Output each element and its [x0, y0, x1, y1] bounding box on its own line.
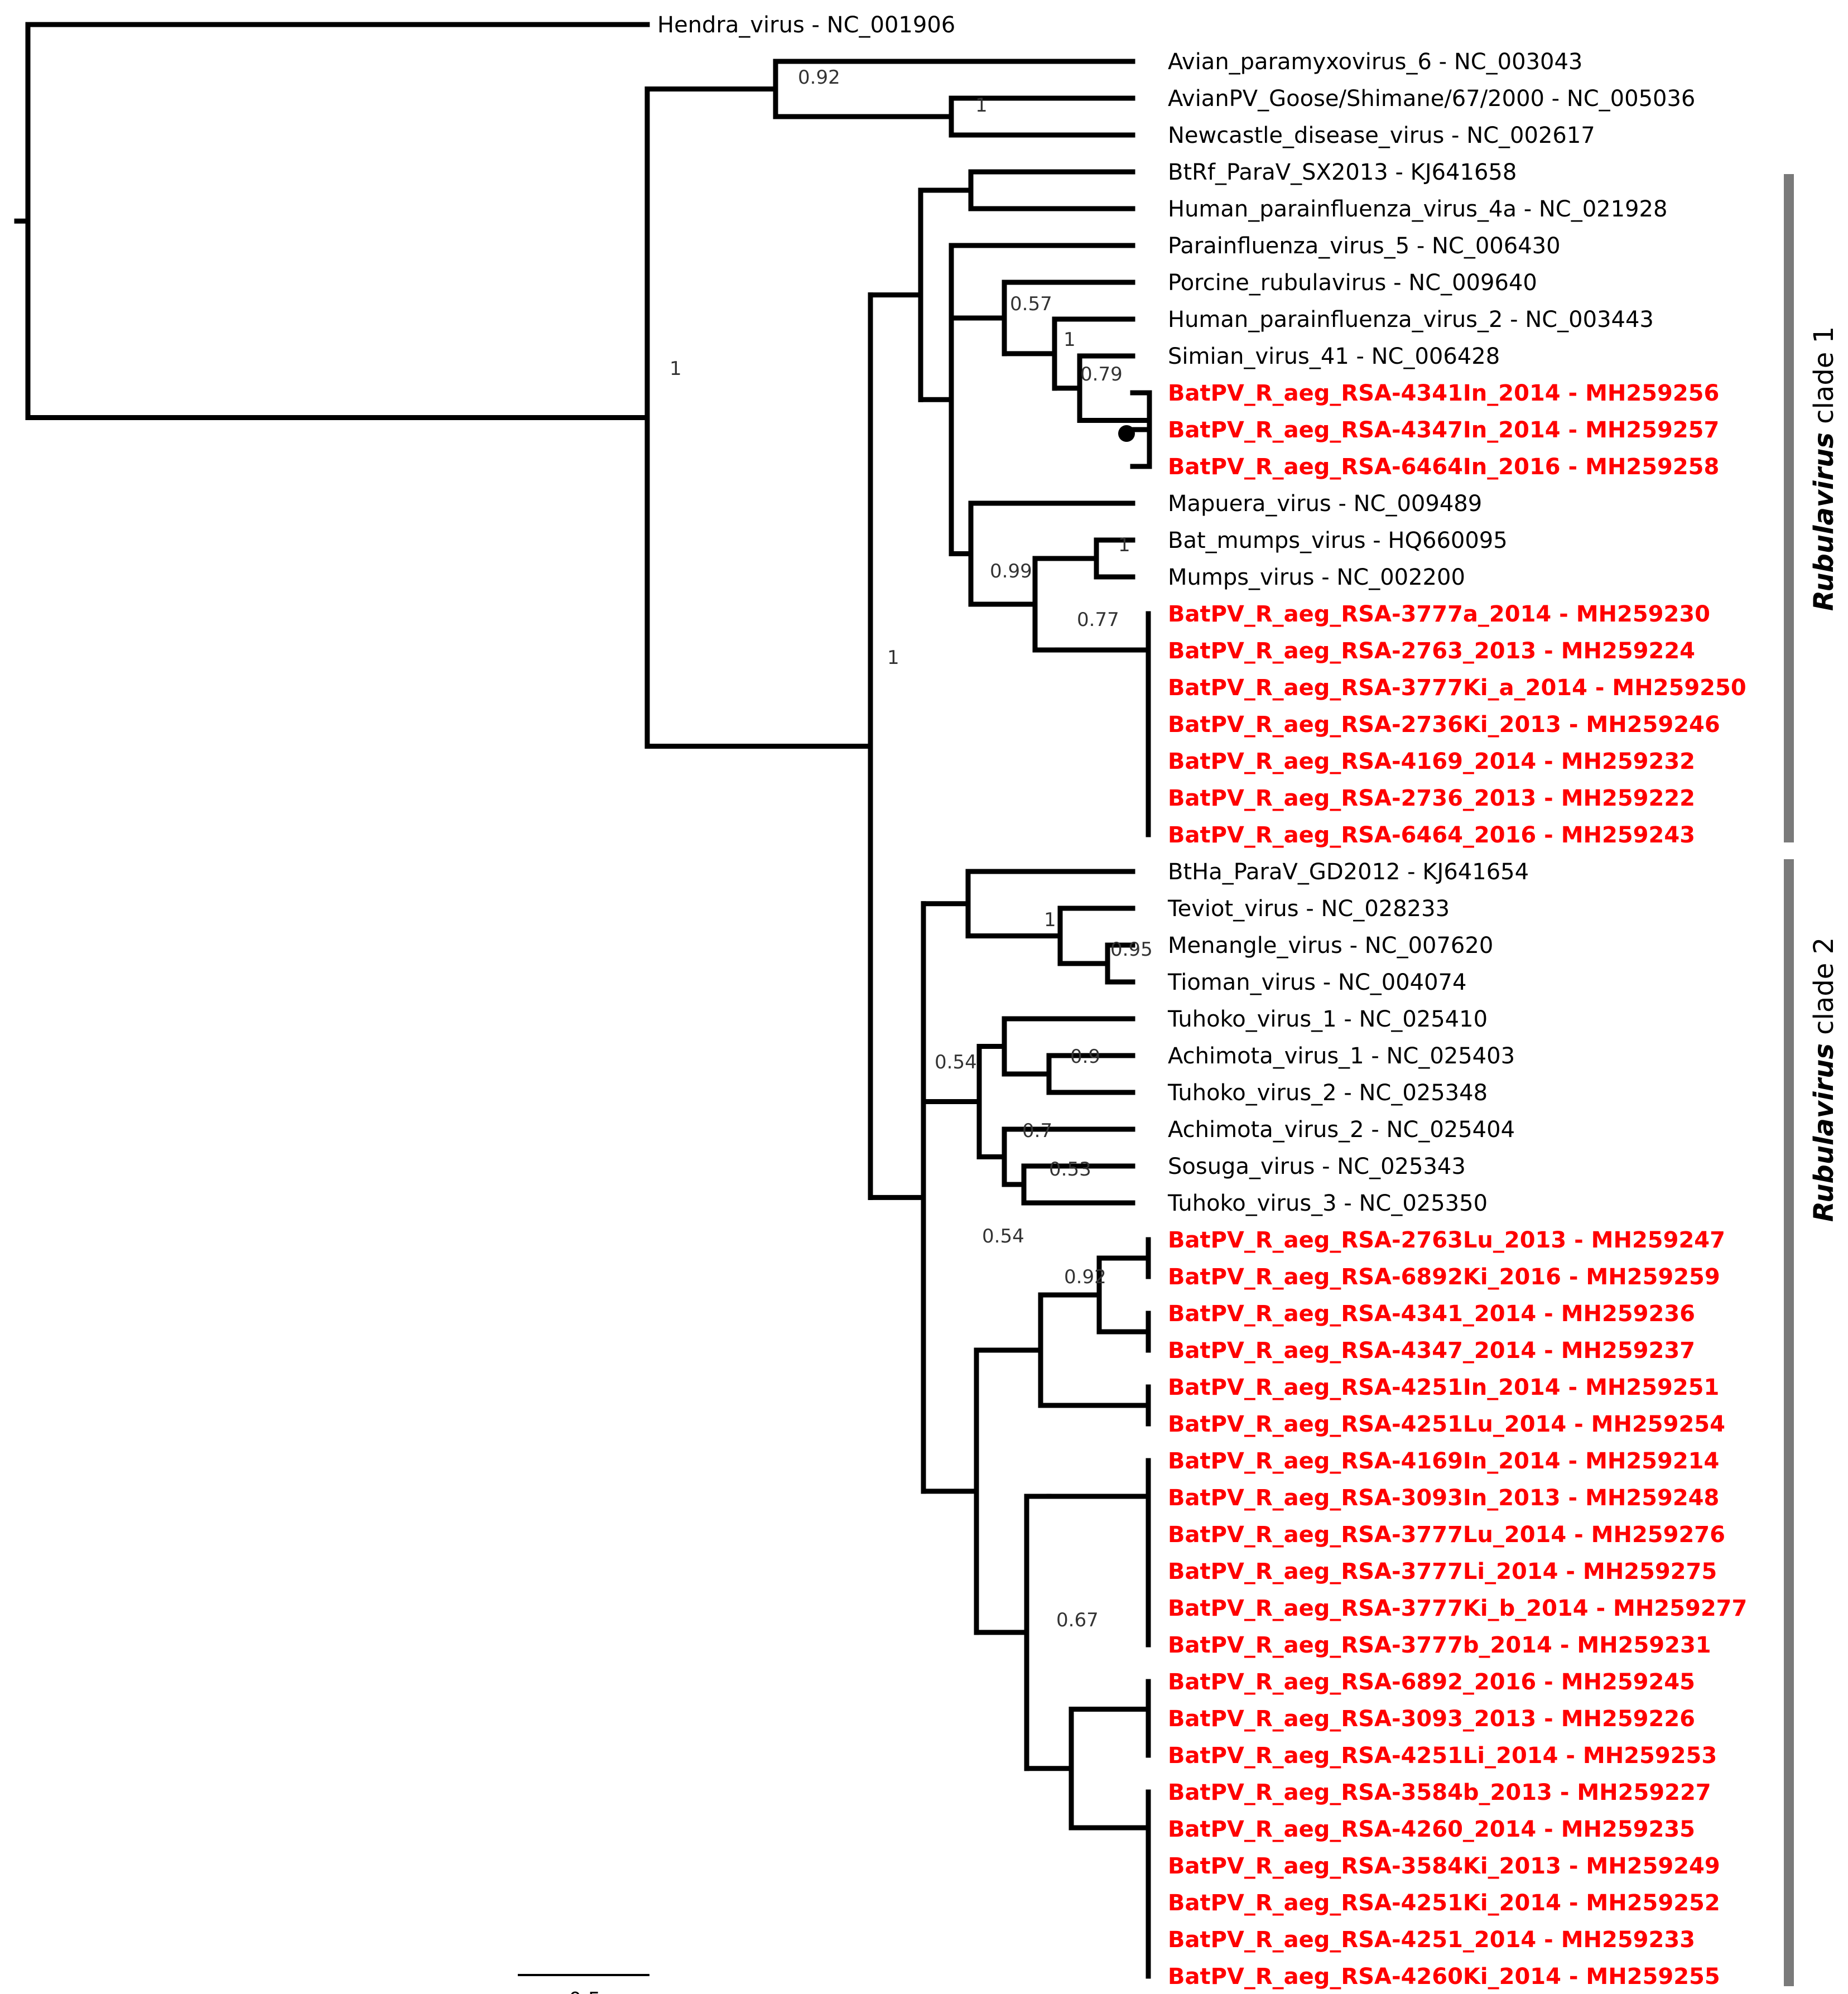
tip-label-new-sequence: BatPV_R_aeg_RSA-2736Ki_2013 - MH259246 [1168, 712, 1720, 738]
support-value: 0.92 [798, 66, 840, 89]
tip-label-new-sequence: BatPV_R_aeg_RSA-4169_2014 - MH259232 [1168, 749, 1695, 774]
tip-label-new-sequence: BatPV_R_aeg_RSA-4251Lu_2014 - MH259254 [1168, 1412, 1725, 1437]
tree-branches [14, 22, 1152, 1979]
tip-label: AvianPV_Goose/Shimane/67/2000 - NC_00503… [1168, 86, 1695, 112]
tip-label-new-sequence: BatPV_R_aeg_RSA-4260_2014 - MH259235 [1168, 1817, 1695, 1842]
support-value: 0.92 [1064, 1266, 1106, 1288]
tip-label: Avian_paramyxovirus_6 - NC_003043 [1168, 49, 1582, 75]
clade-2-label-suffix: clade 2 [1808, 937, 1840, 1043]
clade-1-label-genus: Rubulavirus [1808, 432, 1840, 611]
support-value: 0.54 [982, 1225, 1024, 1248]
tip-label-new-sequence: BatPV_R_aeg_RSA-3777a_2014 - MH259230 [1168, 601, 1710, 627]
tip-label-new-sequence: BatPV_R_aeg_RSA-3777Ki_b_2014 - MH259277 [1168, 1596, 1747, 1621]
tip-label: Human_parainfluenza_virus_2 - NC_003443 [1168, 307, 1654, 333]
tip-label-new-sequence: BatPV_R_aeg_RSA-3777Lu_2014 - MH259276 [1168, 1522, 1725, 1548]
tip-label-new-sequence: BatPV_R_aeg_RSA-4347In_2014 - MH259257 [1168, 417, 1719, 443]
tip-label-new-sequence: BatPV_R_aeg_RSA-3777Ki_a_2014 - MH259250 [1168, 675, 1746, 701]
support-value: 0.67 [1056, 1609, 1099, 1631]
tip-label-new-sequence: BatPV_R_aeg_RSA-3777Li_2014 - MH259275 [1168, 1559, 1717, 1584]
support-value: 0.9 [1070, 1046, 1100, 1068]
tip-label-new-sequence: BatPV_R_aeg_RSA-3584Ki_2013 - MH259249 [1168, 1853, 1720, 1879]
tip-label-new-sequence: BatPV_R_aeg_RSA-4251Ki_2014 - MH259252 [1168, 1890, 1720, 1916]
support-value: 0.77 [1077, 609, 1119, 631]
tip-label: Parainfluenza_virus_5 - NC_006430 [1168, 233, 1561, 259]
tip-label-new-sequence: BatPV_R_aeg_RSA-6892_2016 - MH259245 [1168, 1669, 1695, 1695]
support-value: 1 [670, 358, 682, 380]
tip-label: Achimota_virus_1 - NC_025403 [1168, 1043, 1515, 1069]
tip-label-new-sequence: BatPV_R_aeg_RSA-2763Lu_2013 - MH259247 [1168, 1227, 1725, 1253]
support-value: 1 [975, 94, 988, 117]
tip-label: Tuhoko_virus_2 - NC_025348 [1167, 1080, 1488, 1106]
tip-label-new-sequence: BatPV_R_aeg_RSA-2763_2013 - MH259224 [1168, 638, 1695, 664]
tip-label: Tuhoko_virus_1 - NC_025410 [1167, 1006, 1488, 1032]
tip-label-new-sequence: BatPV_R_aeg_RSA-4347_2014 - MH259237 [1168, 1338, 1695, 1364]
tip-label: Menangle_virus - NC_007620 [1168, 933, 1493, 959]
tip-label-new-sequence: BatPV_R_aeg_RSA-6892Ki_2016 - MH259259 [1168, 1264, 1720, 1290]
tip-label: Newcastle_disease_virus - NC_002617 [1168, 123, 1595, 148]
clade-1-label: Rubulavirus clade 1 [1808, 326, 1840, 611]
support-value: 1 [1044, 909, 1056, 931]
support-value: 0.57 [1010, 293, 1052, 315]
support-value: 1 [1118, 534, 1130, 556]
tip-label: Human_parainfluenza_virus_4a - NC_021928 [1168, 196, 1667, 222]
support-value: 0.54 [935, 1051, 977, 1073]
tip-label: Tioman_virus - NC_004074 [1167, 970, 1466, 995]
tip-label: BtRf_ParaV_SX2013 - KJ641658 [1168, 160, 1517, 185]
node-marker-dot-icon [1118, 425, 1135, 442]
tip-label: Tuhoko_virus_3 - NC_025350 [1167, 1191, 1488, 1216]
support-value: 1 [1063, 329, 1076, 351]
tip-label: Teviot_virus - NC_028233 [1167, 896, 1450, 922]
support-value: 0.7 [1022, 1120, 1052, 1142]
tip-label-new-sequence: BatPV_R_aeg_RSA-3093_2013 - MH259226 [1168, 1706, 1695, 1732]
support-value: 0.79 [1080, 363, 1123, 386]
tip-label-new-sequence: BatPV_R_aeg_RSA-3584b_2013 - MH259227 [1168, 1780, 1711, 1805]
tip-label-new-sequence: BatPV_R_aeg_RSA-4341In_2014 - MH259256 [1168, 381, 1719, 406]
clade-1-label-suffix: clade 1 [1808, 326, 1840, 432]
support-value: 1 [887, 647, 899, 669]
scale-bar-label: 0.5 [569, 1988, 600, 1994]
support-value: 0.95 [1110, 938, 1153, 961]
tip-label-new-sequence: BatPV_R_aeg_RSA-4169In_2014 - MH259214 [1168, 1448, 1719, 1474]
tip-label: Bat_mumps_virus - HQ660095 [1168, 528, 1508, 553]
tip-label: BtHa_ParaV_GD2012 - KJ641654 [1168, 859, 1529, 885]
tip-label-new-sequence: BatPV_R_aeg_RSA-4251_2014 - MH259233 [1168, 1927, 1695, 1953]
tip-label-new-sequence: BatPV_R_aeg_RSA-4341_2014 - MH259236 [1168, 1301, 1695, 1327]
tip-label-new-sequence: BatPV_R_aeg_RSA-4251In_2014 - MH259251 [1168, 1375, 1719, 1400]
tip-label-new-sequence: BatPV_R_aeg_RSA-6464In_2016 - MH259258 [1168, 454, 1719, 480]
tip-label: Hendra_virus - NC_001906 [657, 12, 955, 38]
tip-label: Mapuera_virus - NC_009489 [1168, 491, 1482, 517]
clade-2-label-genus: Rubulavirus [1808, 1043, 1840, 1222]
tip-label-new-sequence: BatPV_R_aeg_RSA-4251Li_2014 - MH259253 [1168, 1743, 1717, 1769]
tip-label-new-sequence: BatPV_R_aeg_RSA-3777b_2014 - MH259231 [1168, 1632, 1711, 1658]
tip-label-new-sequence: BatPV_R_aeg_RSA-2736_2013 - MH259222 [1168, 786, 1695, 811]
tip-label: Achimota_virus_2 - NC_025404 [1168, 1117, 1515, 1143]
clade-2-label: Rubulavirus clade 2 [1808, 937, 1840, 1222]
support-value: 0.99 [990, 560, 1032, 582]
tip-label: Sosuga_virus - NC_025343 [1168, 1154, 1466, 1179]
tip-labels: Hendra_virus - NC_001906 Avian_paramyxovi… [657, 12, 1747, 1990]
tip-label: Mumps_virus - NC_002200 [1168, 565, 1465, 590]
tip-label-new-sequence: BatPV_R_aeg_RSA-4260Ki_2014 - MH259255 [1168, 1964, 1720, 1990]
tip-label-new-sequence: BatPV_R_aeg_RSA-6464_2016 - MH259243 [1168, 822, 1695, 848]
support-value: 0.53 [1049, 1158, 1091, 1181]
tip-label-new-sequence: BatPV_R_aeg_RSA-3093In_2013 - MH259248 [1168, 1485, 1719, 1511]
tip-label: Porcine_rubulavirus - NC_009640 [1168, 270, 1537, 296]
tip-label: Simian_virus_41 - NC_006428 [1168, 344, 1500, 369]
